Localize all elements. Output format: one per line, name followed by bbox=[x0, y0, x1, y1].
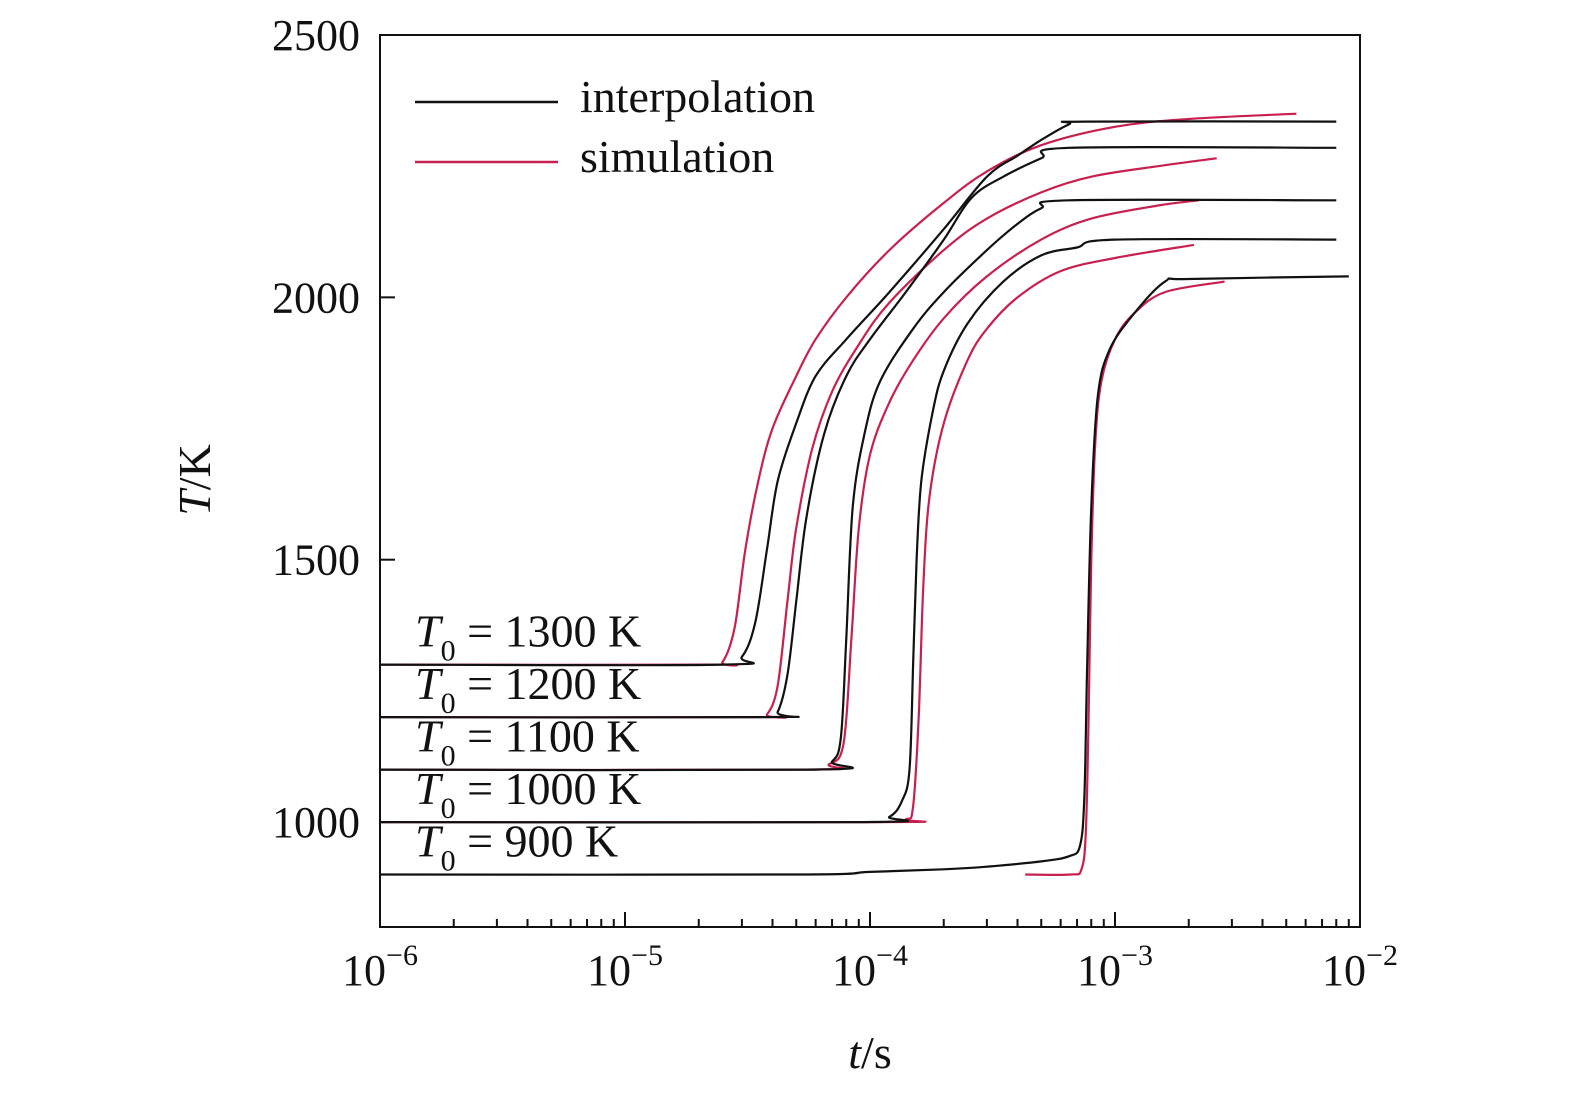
x-tick-label: 10−3 bbox=[1077, 939, 1153, 995]
simulation-line-T0-1300 bbox=[379, 112, 1297, 667]
curve-label-T0-1000: T0 = 1000 K bbox=[415, 763, 641, 825]
legend-label-simulation: simulation bbox=[580, 131, 774, 182]
x-minor-ticks bbox=[452, 919, 1350, 927]
major-ticks: 10−6 10−5 10−4 10−3 10−2 1000 1500 2000 2500 bbox=[272, 11, 1398, 995]
y-tick-label: 2500 bbox=[272, 11, 360, 60]
curve-label-T0-900: T0 = 900 K bbox=[415, 816, 618, 878]
interpolation-line-T0-1300 bbox=[379, 120, 1337, 667]
interpolation-line-T0-1100 bbox=[379, 198, 1337, 772]
y-tick-label: 1500 bbox=[272, 536, 360, 585]
simulation-line-T0-900 bbox=[1025, 280, 1225, 876]
x-tick-label: 10−2 bbox=[1322, 939, 1398, 995]
labels-layer: T0 = 1300 KT0 = 1200 KT0 = 1100 KT0 = 10… bbox=[415, 606, 641, 878]
legend: interpolation simulation bbox=[415, 71, 815, 182]
y-axis-label: T/K bbox=[169, 444, 220, 516]
curve-label-T0-1100: T0 = 1100 K bbox=[415, 711, 640, 773]
y-tick-label: 1000 bbox=[272, 798, 360, 847]
x-tick-label: 10−5 bbox=[587, 939, 663, 995]
x-tick-label: 10−4 bbox=[832, 939, 908, 995]
curve-label-T0-1300: T0 = 1300 K bbox=[415, 606, 641, 668]
y-tick-label: 2000 bbox=[272, 273, 360, 322]
interpolation-line-T0-1200 bbox=[379, 145, 1337, 719]
x-tick-label: 10−6 bbox=[342, 939, 418, 995]
interpolation-line-T0-1000 bbox=[379, 237, 1337, 824]
series-layer bbox=[379, 112, 1349, 876]
legend-label-interpolation: interpolation bbox=[580, 71, 815, 122]
interpolation-line-T0-900 bbox=[379, 275, 1349, 876]
x-axis-label: t/s bbox=[848, 1027, 891, 1078]
curve-label-T0-1200: T0 = 1200 K bbox=[415, 658, 641, 720]
